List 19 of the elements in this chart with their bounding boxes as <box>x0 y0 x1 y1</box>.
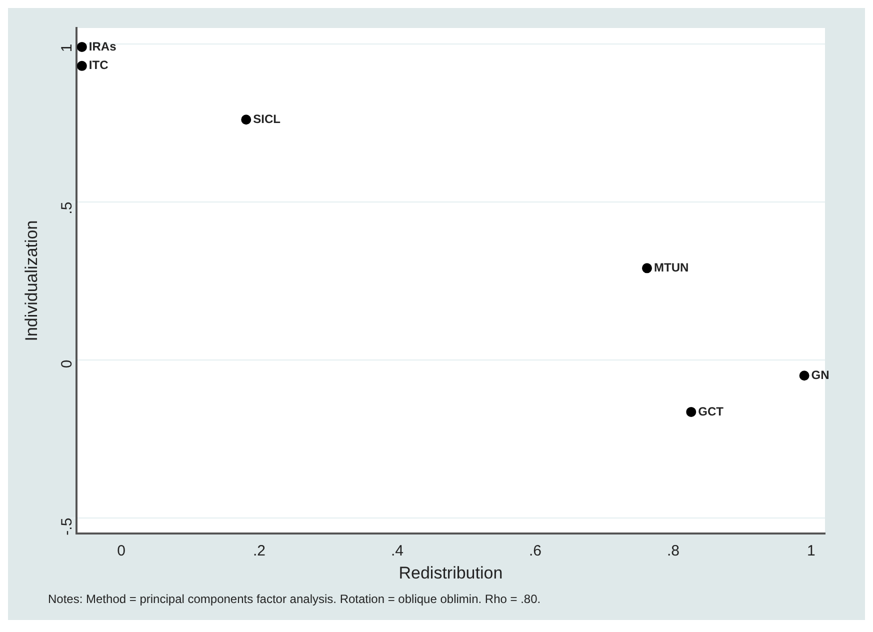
data-label: SICL <box>253 112 280 126</box>
y-axis-title: Individualization <box>22 220 41 342</box>
x-tick-label: .6 <box>528 542 542 560</box>
y-tick-label: 1 <box>58 44 76 52</box>
x-tick-label: .4 <box>390 542 404 560</box>
data-label: MTUN <box>654 260 689 274</box>
x-axis-title: Redistribution <box>398 563 503 582</box>
y-tick-label: 0 <box>58 360 76 368</box>
x-tick-label: 1 <box>807 542 816 560</box>
y-tick-label: .5 <box>58 202 76 214</box>
data-label: IRAs <box>88 39 117 54</box>
data-label: ITC <box>88 58 109 72</box>
y-tick-label: -.5 <box>58 518 76 536</box>
data-label: GCT <box>698 404 724 418</box>
x-tick-label: 0 <box>117 542 126 560</box>
x-tick-label: .2 <box>252 542 266 560</box>
x-tick-label: .8 <box>666 542 680 560</box>
text: Notes: Method = principal components factor analysis. Rotation = oblique oblimin. Rho = .80. <box>47 591 542 608</box>
data-label: GN <box>811 368 830 382</box>
